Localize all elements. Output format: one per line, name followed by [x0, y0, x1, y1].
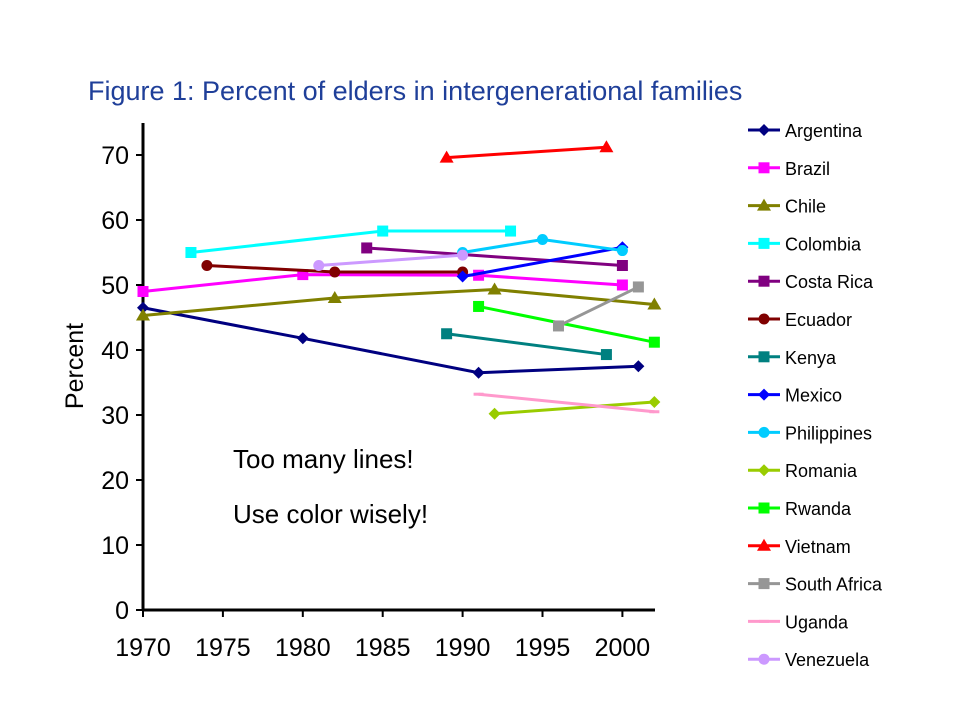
- data-point-colombia: [185, 247, 197, 258]
- legend-label-venezuela: Venezuela: [785, 650, 870, 670]
- series-line-south-africa: [557, 285, 640, 328]
- data-point-uganda: [649, 410, 660, 414]
- data-point-brazil: [616, 279, 628, 291]
- data-point-argentina: [296, 332, 309, 345]
- chart-title: Figure 1: Percent of elders in intergene…: [88, 76, 743, 106]
- data-point-philippines: [537, 234, 548, 245]
- x-tick-label: 1990: [435, 634, 491, 662]
- data-point-rwanda: [473, 300, 485, 312]
- series-line-brazil: [142, 273, 623, 293]
- legend-marker-romania: [758, 464, 770, 477]
- x-tick-label: 1985: [355, 634, 411, 662]
- y-tick-label: 10: [101, 532, 129, 560]
- legend-label-costa-rica: Costa Rica: [785, 272, 874, 292]
- data-point-romania: [488, 407, 501, 420]
- series-line-uganda: [478, 392, 655, 414]
- data-point-philippines: [616, 245, 628, 257]
- y-tick-label: 60: [101, 207, 129, 235]
- legend-marker-vietnam: [757, 538, 771, 551]
- y-tick-label: 0: [115, 597, 129, 625]
- data-point-ecuador: [201, 260, 213, 271]
- annotation-use-color-wisely: Use color wisely!: [233, 499, 429, 529]
- legend-label-rwanda: Rwanda: [785, 499, 852, 519]
- legend-label-ecuador: Ecuador: [785, 310, 852, 330]
- data-point-costa-rica: [361, 242, 373, 254]
- y-axis-label: Percent: [61, 323, 89, 409]
- series-line-vietnam: [446, 145, 607, 160]
- legend-marker-kenya: [758, 351, 770, 363]
- x-tick-label: 1980: [275, 634, 331, 662]
- legend-label-kenya: Kenya: [785, 348, 837, 368]
- legend-label-vietnam: Vietnam: [785, 537, 851, 557]
- data-point-brazil: [473, 269, 485, 281]
- data-point-chile: [487, 282, 502, 295]
- data-point-brazil: [137, 286, 149, 297]
- x-tick-label: 1995: [515, 634, 571, 662]
- legend-marker-mexico: [758, 388, 770, 401]
- legend-marker-philippines: [758, 426, 770, 438]
- data-point-venezuela: [313, 260, 325, 271]
- y-tick-label: 70: [101, 142, 129, 170]
- data-point-vietnam: [599, 140, 614, 153]
- data-point-colombia: [377, 225, 389, 237]
- legend-marker-chile: [757, 198, 771, 211]
- y-tick-label: 50: [101, 272, 129, 300]
- legend-label-mexico: Mexico: [785, 386, 842, 406]
- legend-marker-argentina: [758, 124, 770, 136]
- legend-label-romania: Romania: [785, 461, 858, 481]
- data-point-colombia: [505, 225, 517, 237]
- y-tick-label: 40: [101, 337, 129, 365]
- legend-label-argentina: Argentina: [785, 121, 863, 141]
- legend-marker-south-africa: [758, 578, 770, 590]
- data-point-south-africa: [632, 281, 644, 293]
- data-point-rwanda: [648, 336, 660, 348]
- data-point-brazil: [297, 269, 309, 281]
- legend-marker-costa-rica: [758, 275, 770, 287]
- data-point-vietnam: [439, 150, 454, 163]
- x-tick-label: 2000: [595, 634, 651, 662]
- series-line-rwanda: [478, 304, 655, 344]
- legend-label-south-africa: South Africa: [785, 575, 883, 595]
- legend-label-chile: Chile: [785, 197, 826, 217]
- y-tick-label: 20: [101, 467, 129, 495]
- data-point-mexico: [456, 270, 469, 283]
- series-line-romania: [494, 400, 655, 416]
- legend-marker-venezuela: [758, 653, 770, 665]
- legend-label-uganda: Uganda: [785, 612, 849, 632]
- data-point-ecuador: [329, 266, 341, 278]
- data-point-chile: [327, 291, 342, 303]
- data-point-kenya: [441, 328, 453, 340]
- legend-label-colombia: Colombia: [785, 234, 862, 254]
- data-point-argentina: [632, 360, 645, 373]
- data-point-venezuela: [457, 249, 469, 261]
- legend-marker-colombia: [758, 237, 770, 249]
- y-tick-label: 30: [101, 402, 129, 430]
- series-line-costa-rica: [366, 246, 623, 267]
- data-point-south-africa: [552, 320, 564, 332]
- x-tick-label: 1970: [115, 634, 171, 662]
- series-line-chile: [142, 288, 655, 318]
- series-line-argentina: [142, 306, 639, 375]
- series-line-venezuela: [318, 253, 463, 267]
- data-point-romania: [648, 396, 661, 408]
- data-point-uganda: [473, 392, 484, 396]
- legend-label-philippines: Philippines: [785, 423, 872, 443]
- legend-marker-rwanda: [758, 502, 770, 514]
- data-point-chile: [136, 308, 150, 321]
- data-point-argentina: [137, 301, 149, 314]
- data-point-chile: [647, 297, 662, 310]
- series-line-mexico: [462, 245, 623, 279]
- legend-marker-brazil: [758, 162, 770, 174]
- data-point-argentina: [472, 366, 485, 379]
- series-line-kenya: [446, 332, 607, 357]
- data-point-kenya: [600, 349, 612, 361]
- data-point-costa-rica: [616, 260, 628, 271]
- legend-marker-ecuador: [758, 313, 770, 325]
- legend-label-brazil: Brazil: [785, 159, 830, 179]
- x-tick-label: 1975: [195, 634, 251, 662]
- legend-marker-uganda: [759, 619, 769, 623]
- annotation-too-many-lines: Too many lines!: [233, 444, 414, 474]
